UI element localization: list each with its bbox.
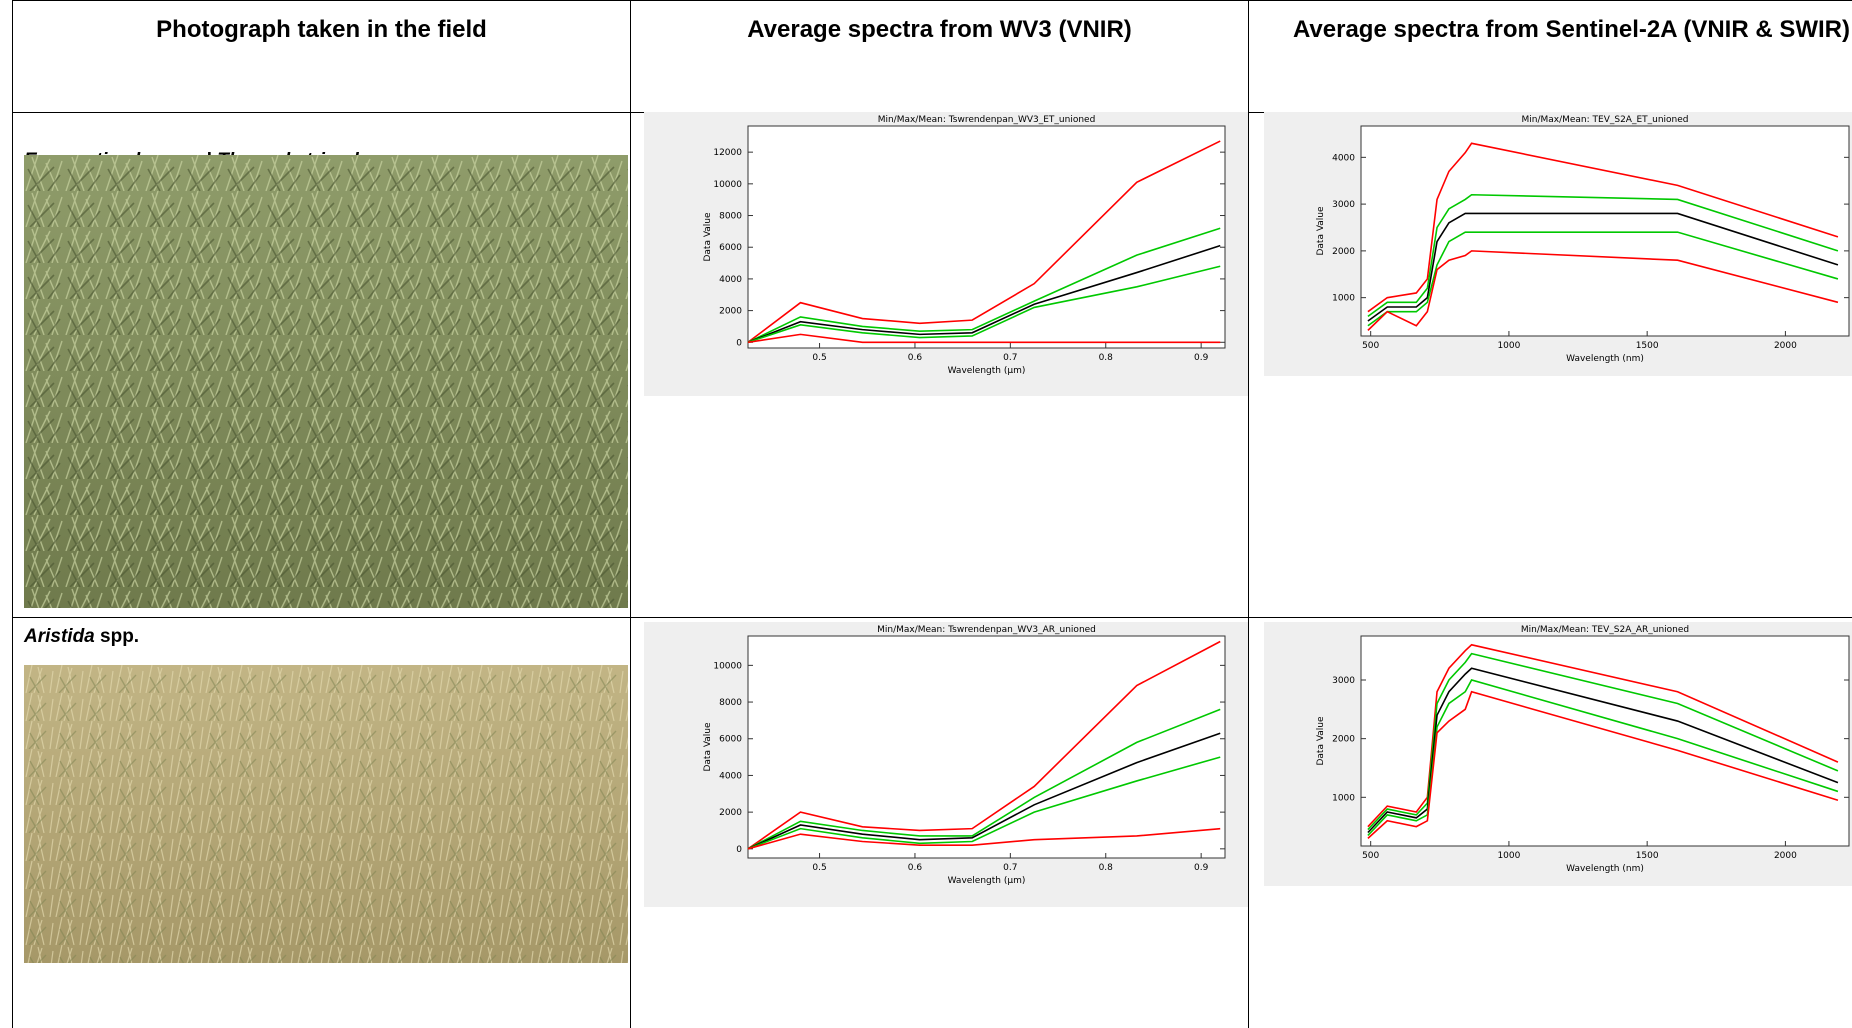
y-tick-label: 2000 <box>1332 735 1355 745</box>
y-tick-label: 2000 <box>719 307 742 317</box>
field-photo <box>24 155 628 608</box>
x-tick-label: 1000 <box>1497 851 1520 861</box>
field-photo <box>24 665 628 963</box>
spectrum-line <box>747 708 1221 850</box>
x-tick-label: 2000 <box>1774 341 1797 351</box>
y-tick-label: 1000 <box>1332 294 1355 304</box>
spectrum-line <box>747 827 1221 850</box>
x-tick-label: 500 <box>1362 341 1379 351</box>
y-tick-label: 0 <box>736 338 742 348</box>
y-tick-label: 4000 <box>719 275 742 285</box>
x-tick-label: 0.6 <box>908 863 923 873</box>
spectrum-line <box>1367 679 1839 836</box>
rule <box>630 0 631 1028</box>
rule <box>1248 0 1249 1028</box>
spectra-chart: Min/Max/Mean: TEV_S2A_AR_unioned 1000 2000… <box>1264 622 1852 886</box>
y-tick-label: 0 <box>736 845 742 855</box>
y-tick-label: 2000 <box>1332 247 1355 257</box>
x-tick-label: 500 <box>1362 851 1379 861</box>
column-header: Photograph taken in the field <box>156 16 487 43</box>
spectrum-line <box>1367 643 1839 828</box>
x-tick-label: 0.9 <box>1194 353 1209 363</box>
spectrum-line <box>1367 193 1839 318</box>
y-tick-label: 10000 <box>713 661 742 671</box>
chart-title: Min/Max/Mean: TEV_S2A_AR_unioned <box>1521 625 1689 635</box>
y-tick-label: 2000 <box>719 808 742 818</box>
row-label: Aristida spp. <box>24 626 139 648</box>
y-tick-label: 8000 <box>719 212 742 222</box>
x-tick-label: 0.6 <box>908 353 923 363</box>
x-tick-label: 0.8 <box>1099 353 1114 363</box>
x-axis-label: Wavelength (nm) <box>1566 864 1644 874</box>
photo-texture <box>24 155 628 608</box>
spectrum-line <box>1367 142 1839 313</box>
y-tick-label: 3000 <box>1332 200 1355 210</box>
y-axis-label: Data Value <box>703 722 713 772</box>
x-tick-label: 1500 <box>1636 341 1659 351</box>
x-axis-label: Wavelength (μm) <box>948 366 1026 376</box>
spectrum-line <box>747 732 1221 850</box>
x-tick-label: 0.7 <box>1003 863 1017 873</box>
x-tick-label: 2000 <box>1774 851 1797 861</box>
spectrum-line <box>747 756 1221 850</box>
spectrum-line <box>747 244 1221 344</box>
label-part: Aristida <box>24 626 95 647</box>
spectrum-line <box>1367 231 1839 327</box>
x-axis-label: Wavelength (μm) <box>948 876 1026 886</box>
plot-area <box>747 125 1226 349</box>
label-part: spp. <box>94 626 140 647</box>
y-tick-label: 12000 <box>713 148 742 158</box>
rule <box>12 617 1852 618</box>
y-tick-label: 10000 <box>713 180 742 190</box>
spectrum-line <box>747 640 1221 850</box>
rule <box>12 0 13 1028</box>
chart-title: Min/Max/Mean: Tswrendenpan_WV3_AR_unione… <box>877 625 1096 635</box>
y-axis-label: Data Value <box>1316 716 1326 766</box>
y-axis-label: Data Value <box>703 212 713 262</box>
y-tick-label: 8000 <box>719 698 742 708</box>
x-tick-label: 0.5 <box>812 353 826 363</box>
y-tick-label: 4000 <box>1332 153 1355 163</box>
y-tick-label: 1000 <box>1332 793 1355 803</box>
spectrum-line <box>1367 250 1839 331</box>
spectrum-line <box>747 333 1221 344</box>
chart-title: Min/Max/Mean: Tswrendenpan_WV3_ET_unione… <box>878 115 1096 125</box>
y-tick-label: 6000 <box>719 243 742 253</box>
rule <box>12 0 1852 1</box>
x-tick-label: 1500 <box>1636 851 1659 861</box>
x-axis-label: Wavelength (nm) <box>1566 354 1644 364</box>
spectrum-line <box>747 227 1221 344</box>
spectrum-line <box>747 265 1221 344</box>
y-tick-label: 6000 <box>719 735 742 745</box>
x-tick-label: 0.5 <box>812 863 826 873</box>
x-tick-label: 0.7 <box>1003 353 1017 363</box>
spectrum-line <box>1367 667 1839 834</box>
chart-title: Min/Max/Mean: TEV_S2A_ET_unioned <box>1521 115 1688 125</box>
spectrum-line <box>1367 652 1839 831</box>
spectrum-line <box>747 140 1221 343</box>
y-tick-label: 4000 <box>719 771 742 781</box>
spectra-chart: Min/Max/Mean: Tswrendenpan_WV3_ET_unione… <box>644 112 1248 396</box>
spectrum-line <box>1367 690 1839 839</box>
plot-area <box>1360 125 1850 337</box>
spectra-chart: Min/Max/Mean: Tswrendenpan_WV3_AR_unione… <box>644 622 1248 907</box>
x-tick-label: 1000 <box>1497 341 1520 351</box>
y-tick-label: 3000 <box>1332 676 1355 686</box>
spectra-chart: Min/Max/Mean: TEV_S2A_ET_unioned 1000 2000… <box>1264 112 1852 376</box>
photo-texture <box>24 665 628 963</box>
x-tick-label: 0.9 <box>1194 863 1209 873</box>
column-header: Average spectra from WV3 (VNIR) <box>747 16 1132 43</box>
column-header: Average spectra from Sentinel-2A (VNIR &… <box>1292 16 1850 43</box>
plot-area <box>747 635 1226 859</box>
x-tick-label: 0.8 <box>1099 863 1114 873</box>
spectrum-line <box>1367 212 1839 322</box>
y-axis-label: Data Value <box>1316 206 1326 256</box>
